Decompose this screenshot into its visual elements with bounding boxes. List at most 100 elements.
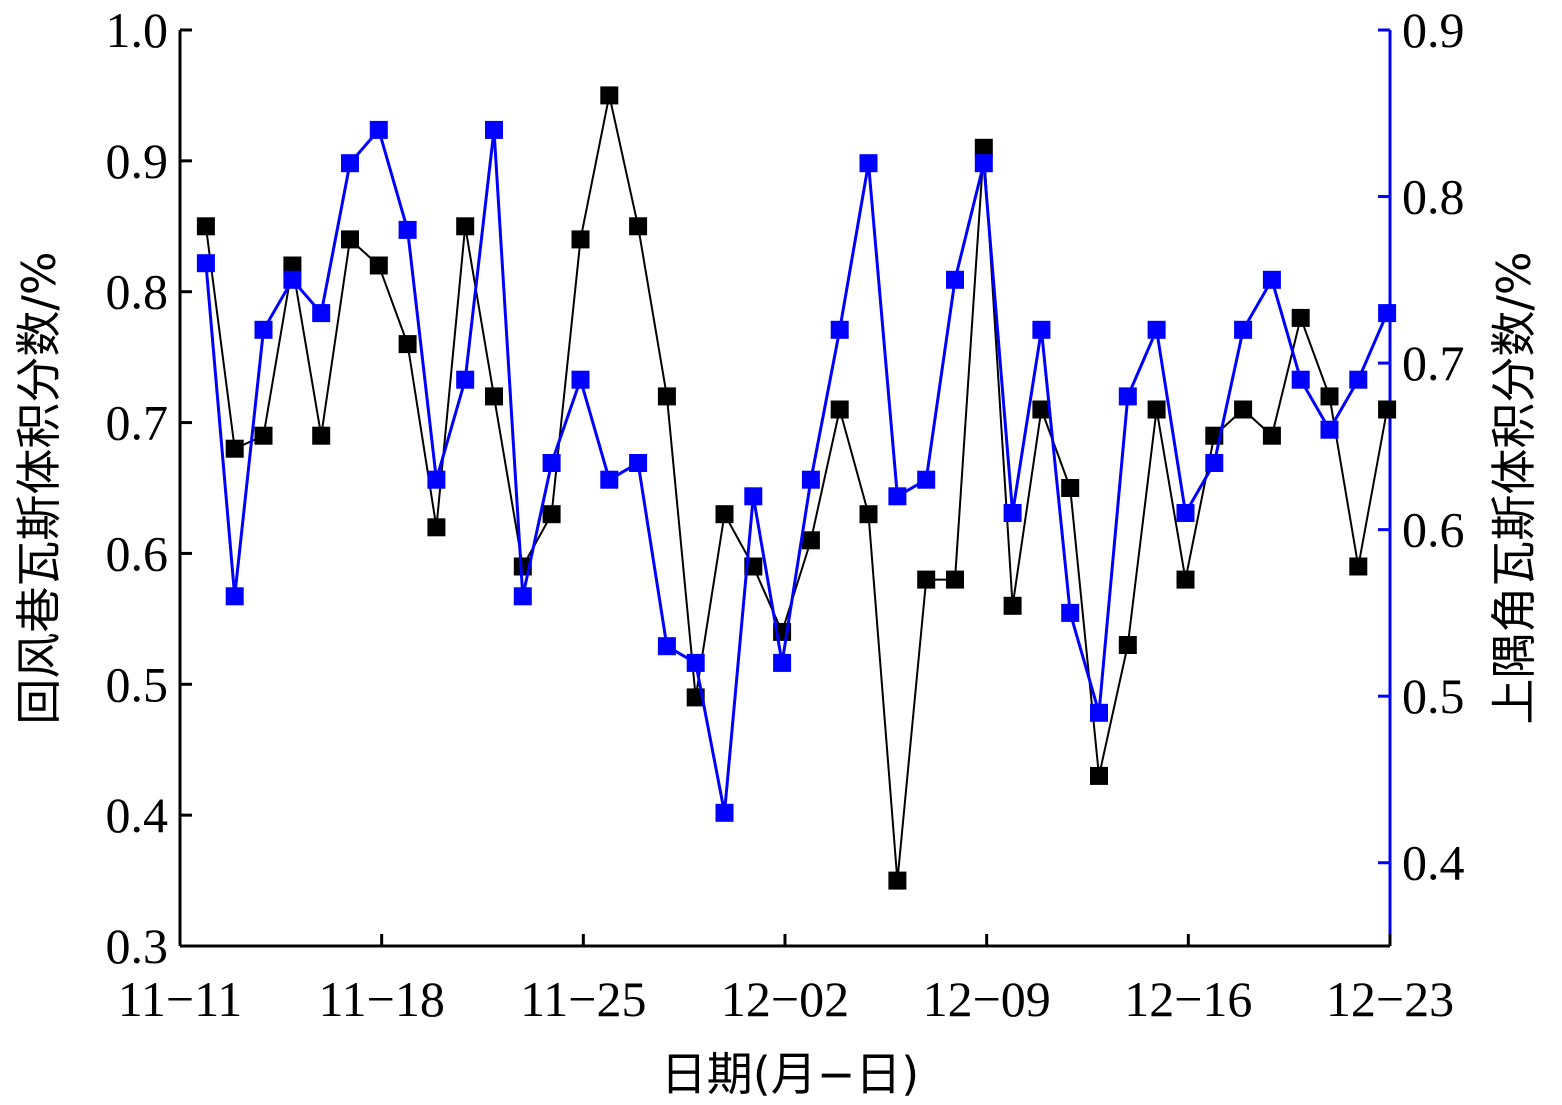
- data-point-marker: [917, 470, 936, 489]
- y-right-tick-label: 0.9: [1402, 2, 1465, 58]
- data-point-marker: [312, 304, 331, 323]
- data-point-marker: [427, 470, 446, 489]
- data-point-marker: [1262, 426, 1281, 445]
- x-tick-label: 12−09: [923, 971, 1051, 1027]
- data-point-marker: [283, 270, 302, 289]
- x-tick-label: 11−25: [520, 971, 646, 1027]
- x-tick-label: 11−18: [318, 971, 444, 1027]
- y-right-tick-label: 0.5: [1402, 668, 1465, 724]
- data-point-marker: [1378, 304, 1397, 323]
- data-point-marker: [1147, 400, 1166, 419]
- data-point-marker: [715, 505, 734, 524]
- data-point-marker: [801, 531, 820, 550]
- data-point-marker: [1118, 387, 1137, 406]
- y-axis-right-label: 上隅角瓦斯体积分数/%: [1487, 251, 1541, 724]
- data-point-marker: [830, 400, 849, 419]
- data-point-marker: [456, 217, 475, 236]
- data-point-marker: [773, 653, 792, 672]
- data-point-marker: [974, 154, 993, 173]
- data-point-marker: [398, 335, 417, 354]
- data-point-marker: [600, 470, 619, 489]
- data-point-marker: [571, 230, 590, 249]
- y-left-tick-label: 1.0: [106, 2, 169, 58]
- data-point-marker: [1003, 504, 1022, 522]
- data-point-marker: [427, 518, 446, 537]
- data-point-marker: [974, 138, 993, 157]
- data-point-marker: [513, 587, 532, 606]
- data-point-marker: [369, 256, 388, 275]
- data-point-marker: [1090, 766, 1108, 785]
- data-point-marker: [1291, 308, 1310, 327]
- data-point-marker: [312, 426, 331, 445]
- series-layer: [196, 86, 1397, 890]
- data-point-marker: [485, 120, 503, 139]
- data-point-marker: [600, 86, 619, 105]
- data-point-marker: [485, 387, 503, 406]
- y-right-tick-label: 0.8: [1402, 169, 1465, 225]
- data-point-marker: [225, 587, 244, 606]
- data-point-marker: [1378, 400, 1397, 419]
- data-point-marker: [1032, 400, 1051, 419]
- data-point-marker: [1205, 454, 1224, 472]
- x-tick-label: 12−16: [1124, 971, 1252, 1027]
- data-point-marker: [1090, 703, 1108, 722]
- y-left-tick-label: 0.7: [106, 395, 169, 451]
- x-axis-label: 日期(月−日): [661, 1047, 919, 1101]
- data-point-marker: [1176, 570, 1195, 589]
- data-point-marker: [1320, 387, 1339, 406]
- y-left-tick-label: 0.5: [106, 656, 169, 712]
- series-return-airway: [196, 86, 1397, 890]
- data-point-marker: [1147, 320, 1166, 339]
- data-point-marker: [196, 217, 215, 236]
- data-point-marker: [1349, 370, 1368, 389]
- data-point-marker: [1291, 370, 1310, 389]
- x-tick-label: 11−11: [118, 971, 243, 1027]
- x-tick-label: 12−02: [721, 971, 849, 1027]
- data-point-marker: [254, 320, 273, 339]
- data-point-marker: [657, 637, 676, 656]
- data-point-marker: [1320, 420, 1339, 439]
- y-right-tick-label: 0.4: [1402, 835, 1465, 891]
- data-point-marker: [1176, 504, 1195, 522]
- data-point-marker: [571, 370, 590, 389]
- data-point-marker: [1234, 320, 1253, 339]
- data-point-marker: [283, 256, 302, 275]
- data-point-marker: [398, 220, 417, 239]
- y-left-tick-label: 0.9: [106, 133, 169, 189]
- y-left-tick-label: 0.4: [106, 787, 169, 843]
- data-point-marker: [542, 454, 561, 472]
- data-point-marker: [341, 230, 359, 249]
- data-point-marker: [1032, 320, 1051, 339]
- series-upper-corner: [196, 120, 1397, 822]
- data-point-marker: [341, 154, 359, 173]
- series-line: [204, 95, 1389, 881]
- data-point-marker: [888, 487, 907, 506]
- data-point-marker: [542, 505, 561, 524]
- data-point-marker: [946, 570, 964, 589]
- data-point-marker: [686, 653, 705, 672]
- y-left-tick-label: 0.8: [106, 264, 169, 320]
- data-point-marker: [225, 439, 244, 458]
- data-point-marker: [1118, 636, 1137, 654]
- data-point-marker: [1349, 557, 1368, 576]
- data-point-marker: [1234, 400, 1253, 419]
- y-axis-left-label: 回风巷瓦斯体积分数/%: [12, 251, 66, 724]
- data-point-marker: [629, 217, 648, 236]
- axes: 11−11 11−18 11−25 12−02 12−09 12−16 12−23 0.3 0.…: [106, 2, 1465, 1027]
- data-point-marker: [1003, 596, 1022, 615]
- data-point-marker: [715, 803, 734, 822]
- data-point-marker: [196, 254, 215, 273]
- y-right-tick-label: 0.6: [1402, 502, 1465, 558]
- data-point-marker: [456, 370, 475, 389]
- data-point-marker: [801, 470, 820, 489]
- data-point-marker: [744, 487, 763, 506]
- data-point-marker: [946, 270, 964, 289]
- data-point-marker: [254, 426, 273, 445]
- data-point-marker: [917, 570, 936, 589]
- data-point-marker: [657, 387, 676, 406]
- y-left-tick-label: 0.6: [106, 525, 169, 581]
- data-point-marker: [859, 505, 878, 524]
- data-point-marker: [888, 871, 907, 890]
